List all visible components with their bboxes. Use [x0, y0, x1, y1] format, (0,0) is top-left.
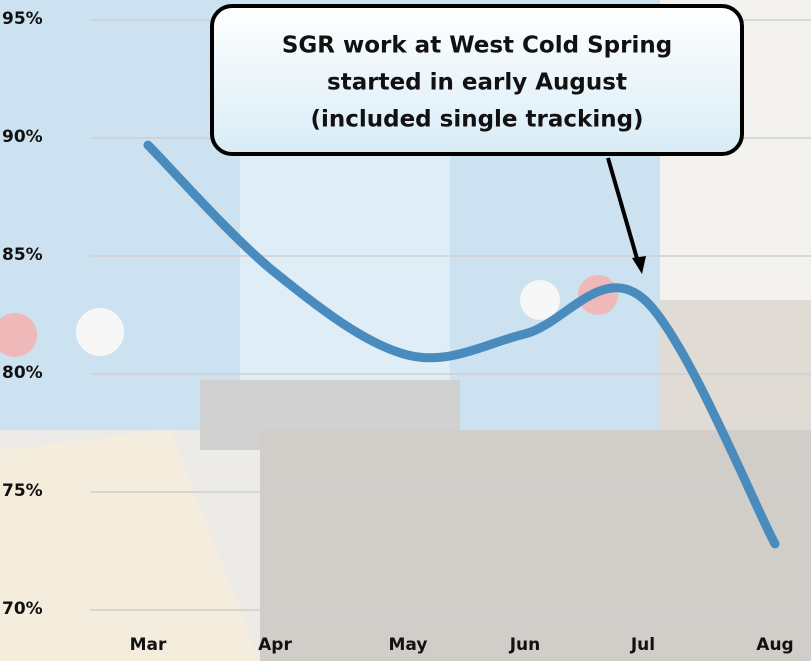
- y-tick-label: 95%: [2, 9, 43, 29]
- annotation-text: started in early August: [327, 70, 627, 96]
- annotation-box: [210, 4, 744, 156]
- annotation-arrow: [606, 157, 640, 263]
- y-tick-label: 85%: [2, 245, 43, 265]
- grid: 70% 75% 80% 85% 90% 95% Mar Apr May Jun Jul Aug: [2, 9, 811, 655]
- annotation-text: SGR work at West Cold Spring: [282, 33, 672, 59]
- x-tick-label: Aug: [756, 635, 793, 655]
- x-tick-label: Mar: [130, 635, 167, 655]
- y-tick-label: 75%: [2, 481, 43, 501]
- y-tick-label: 70%: [2, 599, 43, 619]
- plot: [143, 140, 780, 549]
- y-tick-label: 90%: [2, 127, 43, 147]
- x-tick-label: Jun: [509, 635, 541, 655]
- arrow-head: [632, 256, 646, 274]
- x-tick-label: Jul: [630, 635, 655, 655]
- annotation-text: (included single tracking): [310, 107, 643, 133]
- x-tick-label: Apr: [258, 635, 292, 655]
- x-tick-label: May: [389, 635, 428, 655]
- y-tick-label: 80%: [2, 363, 43, 383]
- series-line: [143, 140, 780, 549]
- annotation: SGR work at West Cold Spring started in …: [210, 4, 744, 274]
